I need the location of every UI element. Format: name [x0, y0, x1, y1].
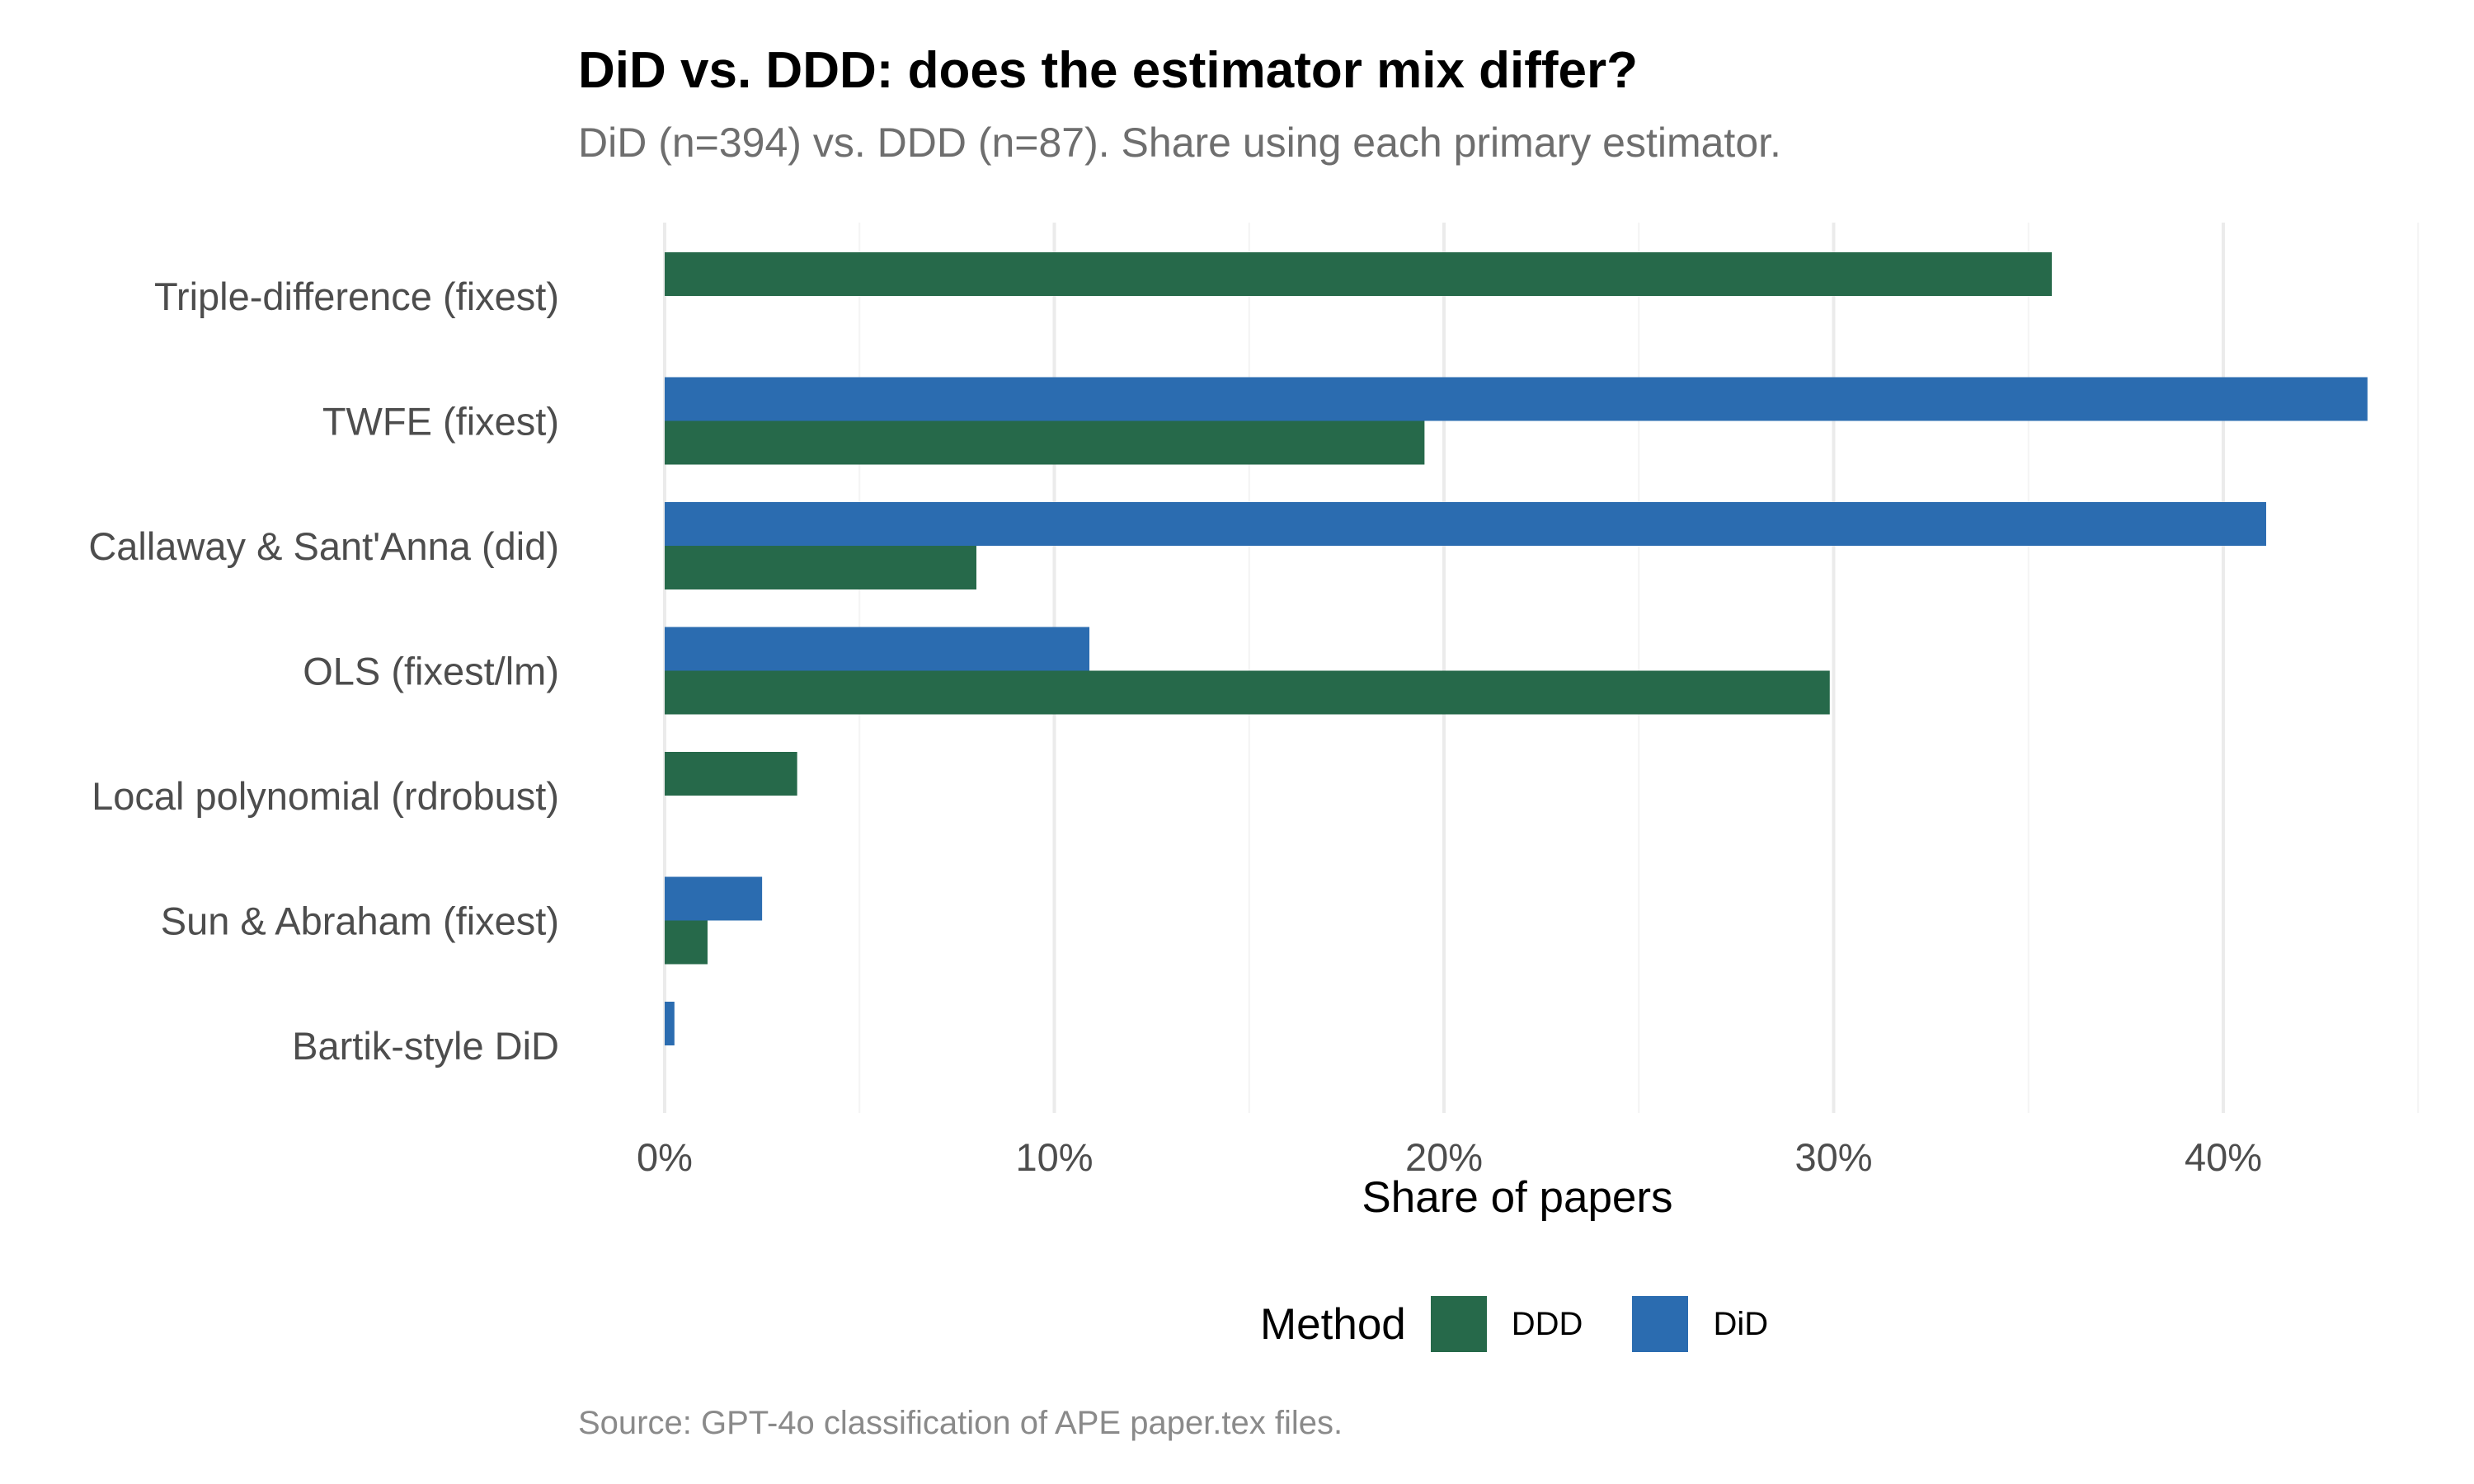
legend: Method DDD DiD: [1260, 1294, 1818, 1354]
x-tick-label: 40%: [2185, 1135, 2262, 1179]
x-tick-label: 30%: [1794, 1135, 1872, 1179]
chart-title: DiD vs. DDD: does the estimator mix diff…: [578, 42, 1639, 99]
bar-did-callaway-sant-anna-did: [665, 502, 2266, 546]
x-axis-labels: 0% 10% 20% 30% 40%: [637, 1135, 2262, 1179]
bar-ddd-local-polynomial-rdrobust: [665, 752, 797, 796]
y-tick-label: Local polynomial (rdrobust): [92, 774, 559, 818]
y-tick-label: Sun & Abraham (fixest): [161, 899, 559, 943]
chart-subtitle: DiD (n=394) vs. DDD (n=87). Share using …: [578, 120, 1781, 166]
bar-did-sun-abraham-fixest: [665, 876, 763, 921]
bars: [665, 252, 2368, 1045]
legend-label-ddd: DDD: [1511, 1305, 1583, 1342]
x-axis-title: Share of papers: [1362, 1173, 1672, 1222]
bar-ddd-ols-fixest-lm: [665, 670, 1830, 715]
bar-did-ols-fixest-lm: [665, 627, 1090, 671]
y-tick-label: Bartik-style DiD: [292, 1024, 559, 1068]
bar-ddd-twfe-fixest: [665, 420, 1425, 465]
legend-label-did: DiD: [1713, 1305, 1769, 1342]
bar-ddd-sun-abraham-fixest: [665, 920, 708, 965]
bar-ddd-triple-difference-fixest: [665, 252, 2053, 296]
y-tick-label: Callaway & Sant'Anna (did): [88, 524, 559, 568]
legend-key-ddd: [1430, 1296, 1487, 1352]
y-tick-label: Triple-difference (fixest): [154, 275, 559, 318]
y-tick-label: OLS (fixest/lm): [303, 650, 559, 693]
y-tick-label: TWFE (fixest): [322, 400, 559, 444]
x-tick-label: 10%: [1015, 1135, 1093, 1179]
x-tick-label: 0%: [637, 1135, 693, 1179]
legend-key-did: [1632, 1296, 1689, 1352]
y-axis-labels: Triple-difference (fixest) TWFE (fixest) C…: [88, 275, 559, 1068]
chart-caption: Source: GPT-4o classification of APE pap…: [578, 1405, 1343, 1441]
bar-did-twfe-fixest: [665, 377, 2368, 421]
bar-ddd-callaway-sant-anna-did: [665, 546, 976, 589]
legend-title: Method: [1260, 1299, 1406, 1349]
x-tick-label: 20%: [1405, 1135, 1483, 1179]
bar-did-bartik-style-did: [665, 1002, 675, 1045]
